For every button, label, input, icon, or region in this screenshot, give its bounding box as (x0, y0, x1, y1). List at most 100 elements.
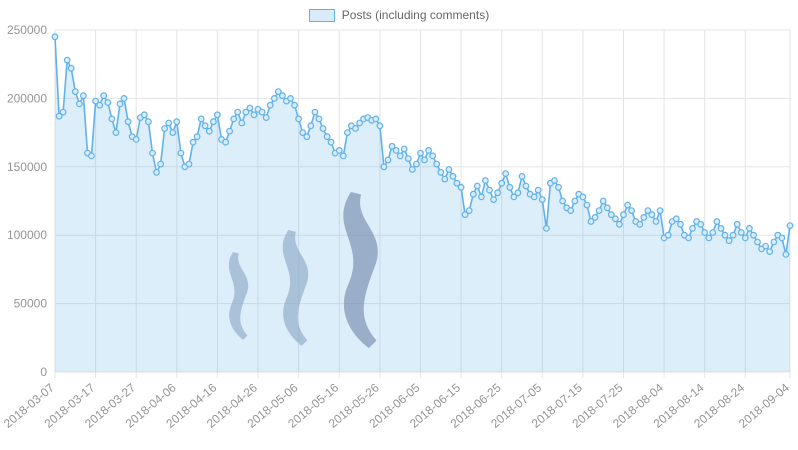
data-point[interactable] (591, 213, 599, 221)
data-point[interactable] (713, 218, 721, 225)
data-point[interactable] (250, 111, 258, 119)
data-point[interactable] (762, 242, 769, 250)
data-point[interactable] (104, 99, 112, 106)
data-point[interactable] (189, 138, 197, 146)
data-point[interactable] (144, 118, 152, 126)
data-point[interactable] (132, 135, 140, 143)
data-point[interactable] (429, 152, 437, 160)
data-point[interactable] (543, 224, 550, 232)
data-point[interactable] (461, 211, 469, 219)
data-point[interactable] (498, 179, 506, 187)
data-point[interactable] (356, 119, 364, 127)
data-point[interactable] (457, 183, 465, 191)
data-point[interactable] (71, 88, 79, 95)
data-point[interactable] (75, 100, 83, 108)
data-point[interactable] (766, 248, 774, 256)
data-point[interactable] (408, 166, 416, 173)
data-point[interactable] (502, 170, 510, 178)
data-point[interactable] (567, 207, 575, 215)
data-point[interactable] (116, 100, 124, 108)
data-point[interactable] (88, 152, 95, 160)
data-point[interactable] (193, 133, 201, 141)
data-point[interactable] (551, 177, 558, 184)
data-point[interactable] (729, 231, 737, 239)
data-point[interactable] (149, 149, 156, 157)
data-point[interactable] (701, 229, 709, 236)
data-point[interactable] (628, 207, 635, 215)
legend[interactable]: Posts (including comments) (0, 8, 798, 22)
data-point[interactable] (270, 94, 278, 102)
data-point[interactable] (55, 112, 63, 120)
data-point[interactable] (311, 108, 319, 116)
data-point[interactable] (709, 229, 717, 236)
data-point[interactable] (583, 201, 591, 209)
data-point[interactable] (100, 92, 108, 100)
data-point[interactable] (612, 215, 619, 223)
data-point[interactable] (238, 119, 246, 127)
data-point[interactable] (741, 234, 749, 242)
data-point[interactable] (599, 197, 607, 205)
data-point[interactable] (140, 111, 148, 119)
data-point[interactable] (396, 152, 404, 160)
data-point[interactable] (620, 211, 627, 219)
data-point[interactable] (344, 129, 351, 137)
data-point[interactable] (624, 201, 631, 209)
data-point[interactable] (205, 127, 213, 135)
data-point[interactable] (437, 168, 445, 176)
data-point[interactable] (380, 163, 388, 171)
data-point[interactable] (266, 101, 274, 109)
data-point[interactable] (717, 224, 725, 232)
data-point[interactable] (518, 172, 526, 180)
data-point[interactable] (67, 64, 75, 72)
data-point[interactable] (59, 108, 67, 116)
data-point[interactable] (274, 88, 282, 95)
data-point[interactable] (534, 186, 542, 194)
data-point[interactable] (640, 213, 648, 221)
data-point[interactable] (445, 166, 453, 173)
data-point[interactable] (579, 193, 587, 201)
data-point[interactable] (315, 115, 323, 123)
data-point[interactable] (656, 207, 664, 215)
data-point[interactable] (112, 129, 120, 137)
data-point[interactable] (376, 122, 384, 130)
data-point[interactable] (725, 237, 733, 245)
data-point[interactable] (327, 138, 335, 146)
data-point[interactable] (441, 175, 449, 183)
data-point[interactable] (400, 145, 408, 153)
data-point[interactable] (96, 101, 104, 109)
data-point[interactable] (786, 222, 794, 230)
data-point[interactable] (522, 182, 530, 190)
data-point[interactable] (242, 108, 250, 116)
data-point[interactable] (120, 94, 128, 102)
data-point[interactable] (279, 92, 286, 100)
data-point[interactable] (482, 177, 489, 184)
data-point[interactable] (234, 108, 242, 116)
data-point[interactable] (705, 234, 713, 242)
data-point[interactable] (384, 156, 392, 164)
data-point[interactable] (177, 149, 185, 157)
data-point[interactable] (538, 196, 546, 204)
data-point[interactable] (335, 146, 343, 154)
data-point[interactable] (603, 204, 611, 212)
data-point[interactable] (197, 115, 205, 123)
data-point[interactable] (258, 108, 266, 116)
data-point[interactable] (478, 193, 485, 201)
data-point[interactable] (92, 97, 99, 105)
data-point[interactable] (230, 115, 238, 123)
data-point[interactable] (213, 111, 221, 119)
data-point[interactable] (473, 182, 481, 190)
data-point[interactable] (323, 133, 331, 141)
data-point[interactable] (161, 125, 169, 132)
data-point[interactable] (746, 224, 753, 232)
data-point[interactable] (559, 197, 566, 205)
data-point[interactable] (770, 238, 778, 246)
data-point[interactable] (494, 189, 502, 197)
data-point[interactable] (51, 33, 59, 41)
data-point[interactable] (169, 129, 177, 137)
data-point[interactable] (616, 220, 623, 228)
data-point[interactable] (433, 160, 441, 168)
data-point[interactable] (201, 122, 209, 130)
data-point[interactable] (413, 160, 420, 168)
data-point[interactable] (571, 197, 579, 205)
data-point[interactable] (469, 190, 477, 198)
